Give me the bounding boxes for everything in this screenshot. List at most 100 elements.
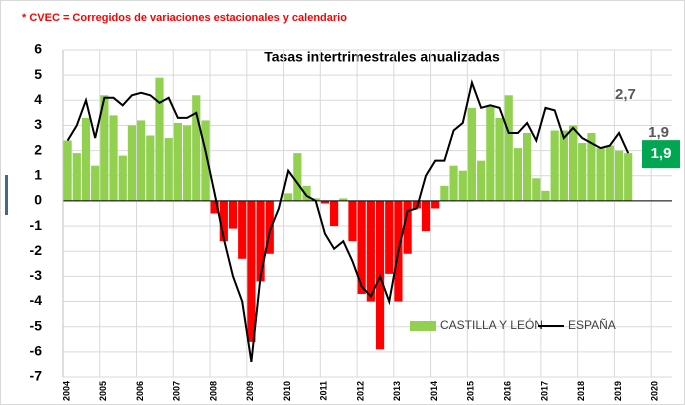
y-tick-label: 4	[34, 91, 42, 107]
x-tick-label: 2012	[355, 381, 365, 401]
bar	[624, 153, 633, 201]
x-tick-label: 2015	[466, 381, 476, 401]
bar	[449, 165, 458, 201]
bar	[559, 130, 568, 201]
bar	[155, 77, 164, 201]
bar	[192, 95, 201, 201]
x-tick-label: 2020	[650, 381, 660, 401]
bar	[513, 148, 522, 201]
bar	[247, 200, 256, 342]
bar	[228, 200, 238, 229]
bar	[339, 198, 348, 201]
bar	[605, 145, 614, 201]
line	[66, 79, 630, 363]
x-tick-label: 2008	[208, 381, 218, 401]
bar	[72, 153, 81, 201]
bar	[532, 178, 541, 201]
bar	[100, 95, 109, 201]
bar	[385, 200, 394, 274]
bar	[541, 190, 550, 201]
bar	[412, 200, 421, 209]
bar	[403, 200, 412, 254]
y-tick-label: 2	[34, 141, 42, 157]
bar	[348, 200, 357, 242]
grid	[62, 49, 672, 378]
bar	[431, 200, 440, 209]
x-tick-label: 2011	[319, 381, 329, 401]
bar	[495, 117, 504, 201]
x-tick-label: 2016	[502, 381, 512, 401]
bar	[467, 107, 477, 201]
y-tick-label: -2	[30, 242, 43, 258]
y-tick-label: -6	[30, 343, 43, 359]
bar	[421, 200, 431, 232]
y-tick-label: 6	[34, 41, 42, 57]
bar	[201, 120, 210, 201]
x-tick-label: 2009	[245, 381, 255, 401]
chart-title: Tasas intertrimestrales anualizadas	[264, 49, 500, 65]
bar	[486, 105, 495, 201]
bar	[109, 115, 118, 201]
bar	[164, 138, 173, 201]
x-tick-label: 2010	[282, 381, 292, 401]
bar	[578, 143, 587, 201]
bar	[330, 200, 339, 227]
bar	[550, 130, 559, 201]
bar	[127, 125, 137, 201]
bar	[320, 200, 330, 204]
y-tick-label: -7	[30, 368, 43, 384]
y-tick-label: 3	[34, 116, 42, 132]
bar	[302, 185, 311, 201]
y-tick-label: -5	[30, 317, 43, 333]
bar	[182, 125, 192, 201]
y-tick-label: 5	[34, 66, 42, 82]
x-tick-label: 2004	[61, 381, 71, 401]
legend-label: CASTILLA Y LEÓN	[440, 317, 543, 332]
bar	[366, 200, 375, 302]
bar	[91, 165, 100, 201]
bar	[504, 95, 513, 201]
label-box	[642, 140, 680, 169]
y-tick-label: -1	[30, 217, 43, 233]
x-tick-label: 2014	[429, 381, 439, 401]
bar	[81, 117, 91, 201]
bar	[293, 153, 302, 201]
bar	[265, 200, 274, 254]
bar	[357, 200, 366, 294]
data-label: 1,9	[651, 145, 672, 162]
bar	[256, 200, 265, 282]
x-tick-label: 2005	[98, 381, 108, 401]
x-tick-label: 2019	[613, 381, 623, 401]
bar	[458, 170, 467, 201]
bar	[587, 133, 596, 201]
bar	[137, 120, 146, 201]
bar	[568, 125, 578, 201]
bar	[477, 160, 486, 201]
x-tick-label: 2018	[576, 381, 586, 401]
note: * CVEC = Corregidos de variaciones estac…	[22, 12, 347, 24]
bar	[523, 133, 532, 201]
lines	[66, 79, 630, 363]
legend-label: ESPAÑA	[568, 318, 616, 332]
x-tick-label: 2006	[135, 381, 145, 401]
axes: -7 -6 -5 -4 -3 -2 -1 0 1 2 3 4 5 6 2004 2005 2006 2007 200…	[30, 41, 672, 401]
bar	[173, 122, 182, 201]
side-marker	[5, 175, 8, 215]
x-tick-label: 2017	[539, 381, 549, 401]
bar	[614, 150, 624, 201]
bar	[311, 198, 320, 201]
bar	[210, 200, 219, 214]
legend-swatch	[410, 321, 436, 331]
bar	[146, 135, 155, 201]
x-tick-label: 2013	[392, 381, 402, 401]
bar	[63, 140, 72, 201]
y-tick-label: 1	[34, 166, 42, 182]
bar	[596, 148, 605, 201]
x-tick-label: 2007	[172, 381, 182, 401]
y-tick-label: 0	[34, 192, 42, 208]
data-label: 1,9	[648, 124, 669, 141]
bar	[440, 185, 449, 201]
y-tick-label: -3	[30, 267, 43, 283]
